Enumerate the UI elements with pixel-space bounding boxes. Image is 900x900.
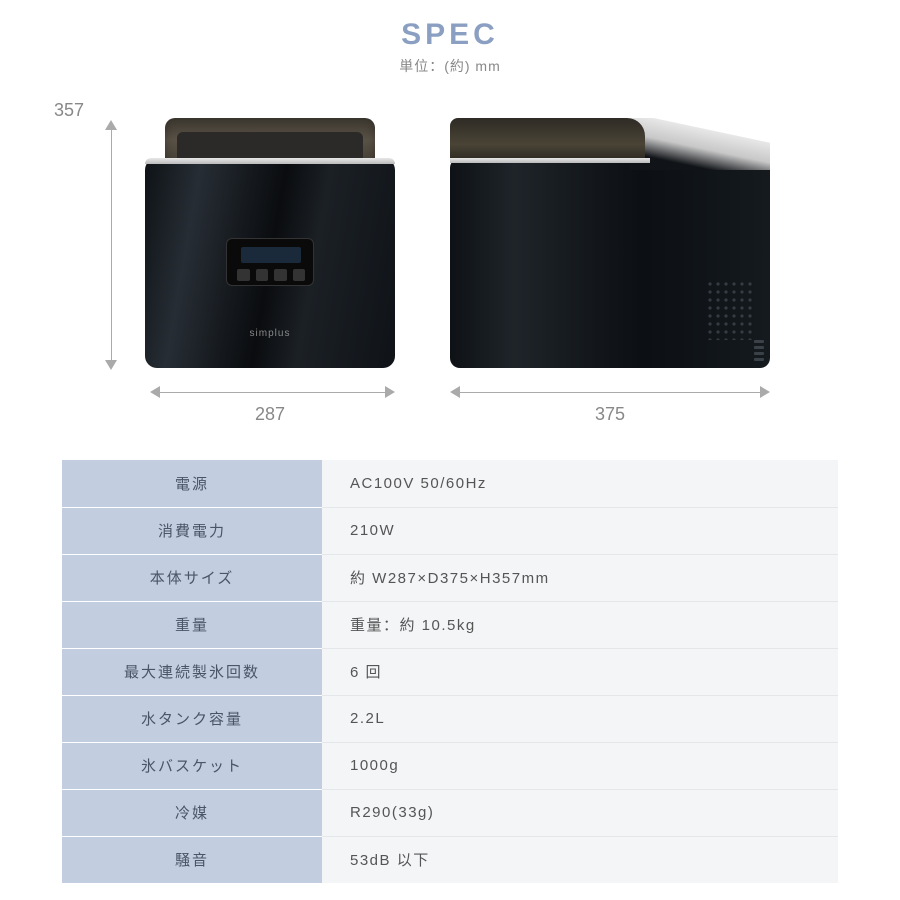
spec-title: SPEC [0, 18, 900, 52]
spec-label: 氷バスケット [62, 742, 322, 789]
spec-value: 2.2L [322, 695, 838, 742]
spec-value: 1000g [322, 742, 838, 789]
spec-label: 本体サイズ [62, 554, 322, 601]
spec-label: 水タンク容量 [62, 695, 322, 742]
brand-logo: simplus [145, 328, 395, 339]
table-row: 水タンク容量2.2L [62, 695, 838, 742]
table-row: 冷媒R290(33g) [62, 789, 838, 836]
spec-label: 騒音 [62, 836, 322, 883]
table-row: 消費電力210W [62, 507, 838, 554]
spec-value: 210W [322, 507, 838, 554]
spec-label: 冷媒 [62, 789, 322, 836]
spec-label: 電源 [62, 460, 322, 507]
width-front-arrow [150, 386, 395, 400]
table-row: 重量重量：約 10.5kg [62, 601, 838, 648]
table-row: 最大連続製氷回数6 回 [62, 648, 838, 695]
product-front-view: simplus [145, 118, 395, 368]
spec-label: 重量 [62, 601, 322, 648]
height-value: 357 [54, 100, 84, 121]
spec-label: 消費電力 [62, 507, 322, 554]
spec-value: 約 W287×D375×H357mm [322, 554, 838, 601]
table-row: 電源AC100V 50/60Hz [62, 460, 838, 507]
width-side-arrow [450, 386, 770, 400]
dimension-diagram: 357 simplus 287 375 [0, 88, 900, 428]
table-row: 本体サイズ約 W287×D375×H357mm [62, 554, 838, 601]
product-side-view [450, 118, 770, 368]
spec-table: 電源AC100V 50/60Hz消費電力210W本体サイズ約 W287×D375… [62, 460, 838, 883]
spec-label: 最大連続製氷回数 [62, 648, 322, 695]
unit-label: 単位：(約) mm [0, 56, 900, 76]
table-row: 騒音53dB 以下 [62, 836, 838, 883]
spec-value: R290(33g) [322, 789, 838, 836]
spec-value: 重量：約 10.5kg [322, 601, 838, 648]
width-front-value: 287 [145, 404, 395, 425]
spec-header: SPEC 単位：(約) mm [0, 0, 900, 76]
table-row: 氷バスケット1000g [62, 742, 838, 789]
height-arrow [105, 120, 119, 370]
width-side-value: 375 [450, 404, 770, 425]
spec-value: 53dB 以下 [322, 836, 838, 883]
spec-value: 6 回 [322, 648, 838, 695]
spec-value: AC100V 50/60Hz [322, 460, 838, 507]
